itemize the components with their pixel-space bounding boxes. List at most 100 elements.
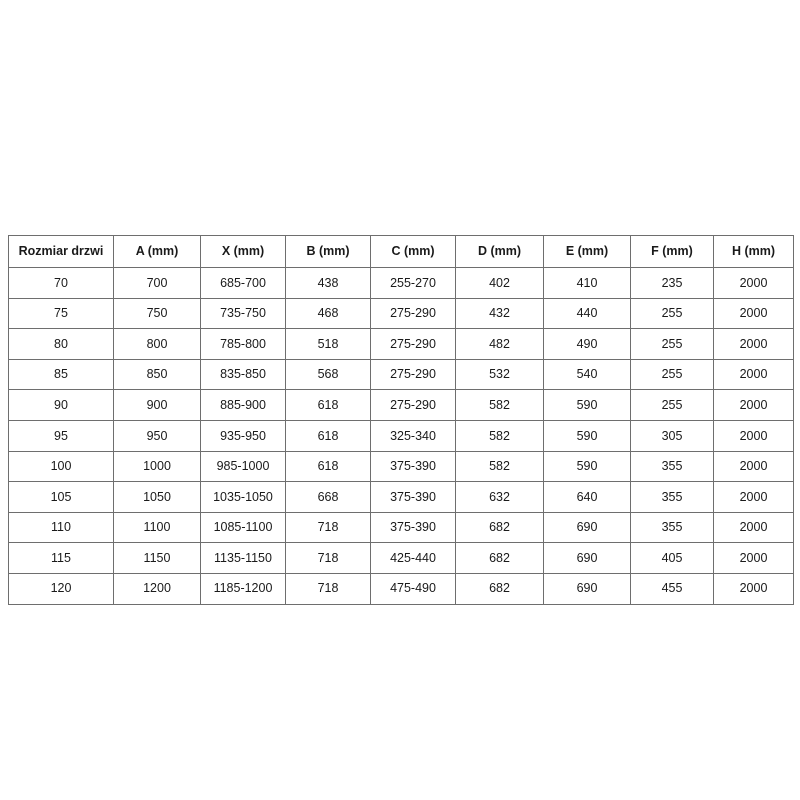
table-cell: 682: [455, 511, 544, 544]
table-cell: 735-750: [200, 297, 286, 330]
table-cell: 2000: [713, 297, 794, 330]
table-cell: 110: [8, 511, 114, 544]
table-row: 80 800 785-800 518 275-290 482 490 255 2000: [8, 328, 794, 360]
table-cell: 402: [455, 267, 544, 299]
door-size-specification-table: Rozmiar drzwi A (mm) X (mm) B (mm) C (mm) D (…: [8, 235, 794, 605]
table-row: 95 950 935-950 618 325-340 582 590 305 2000: [8, 419, 794, 452]
table-cell: 75: [8, 297, 114, 330]
table-cell: 438: [285, 267, 371, 299]
table-cell: 1135-1150: [200, 542, 286, 574]
column-header-0: Rozmiar drzwi: [8, 235, 114, 268]
table-cell: 2000: [713, 267, 794, 299]
table-cell: 482: [455, 328, 544, 360]
table-cell: 80: [8, 328, 114, 360]
table-cell: 590: [543, 389, 631, 421]
table-cell: 518: [285, 328, 371, 360]
table-cell: 985-1000: [200, 450, 286, 483]
column-header-2: X (mm): [200, 235, 286, 268]
table-cell: 2000: [713, 450, 794, 483]
table-cell: 410: [543, 267, 631, 299]
table-cell: 718: [285, 511, 371, 544]
table-cell: 375-390: [370, 511, 456, 544]
table-header: Rozmiar drzwi A (mm) X (mm) B (mm) C (mm) D (…: [8, 235, 794, 268]
table-cell: 405: [630, 542, 714, 574]
column-header-6: E (mm): [543, 235, 631, 268]
table-cell: 1000: [113, 450, 201, 483]
table-cell: 590: [543, 419, 631, 452]
table-cell: 105: [8, 481, 114, 513]
table-cell: 2000: [713, 328, 794, 360]
table-cell: 618: [285, 389, 371, 421]
table-cell: 690: [543, 542, 631, 574]
table-cell: 682: [455, 572, 544, 605]
table-cell: 2000: [713, 511, 794, 544]
table-cell: 305: [630, 419, 714, 452]
table-cell: 70: [8, 267, 114, 299]
table-cell: 568: [285, 358, 371, 391]
column-header-1: A (mm): [113, 235, 201, 268]
table-cell: 750: [113, 297, 201, 330]
table-cell: 275-290: [370, 297, 456, 330]
table-cell: 540: [543, 358, 631, 391]
table-row: 100 1000 985-1000 618 375-390 582 590 355 2000: [8, 450, 794, 483]
table-cell: 2000: [713, 572, 794, 605]
table-cell: 255: [630, 358, 714, 391]
table-cell: 425-440: [370, 542, 456, 574]
table-cell: 950: [113, 419, 201, 452]
table-cell: 640: [543, 481, 631, 513]
table-cell: 2000: [713, 481, 794, 513]
table-cell: 375-390: [370, 481, 456, 513]
table-cell: 440: [543, 297, 631, 330]
table-body: 70 700 685-700 438 255-270 402 410 235 2000 75 750…: [8, 267, 794, 605]
table-cell: 690: [543, 572, 631, 605]
table-cell: 618: [285, 450, 371, 483]
table-cell: 255: [630, 297, 714, 330]
table-cell: 355: [630, 481, 714, 513]
table-cell: 582: [455, 450, 544, 483]
table-cell: 885-900: [200, 389, 286, 421]
table-cell: 1100: [113, 511, 201, 544]
table-cell: 325-340: [370, 419, 456, 452]
table-cell: 718: [285, 572, 371, 605]
table-cell: 850: [113, 358, 201, 391]
table-header-row: Rozmiar drzwi A (mm) X (mm) B (mm) C (mm) D (…: [8, 235, 794, 268]
table-cell: 1185-1200: [200, 572, 286, 605]
table-cell: 1035-1050: [200, 481, 286, 513]
table-cell: 1200: [113, 572, 201, 605]
table-row: 90 900 885-900 618 275-290 582 590 255 2000: [8, 389, 794, 421]
table-cell: 475-490: [370, 572, 456, 605]
table-cell: 235: [630, 267, 714, 299]
table-cell: 582: [455, 419, 544, 452]
column-header-3: B (mm): [285, 235, 371, 268]
table-cell: 700: [113, 267, 201, 299]
column-header-5: D (mm): [455, 235, 544, 268]
table-cell: 618: [285, 419, 371, 452]
table-cell: 668: [285, 481, 371, 513]
table-cell: 532: [455, 358, 544, 391]
table-cell: 682: [455, 542, 544, 574]
table-row: 70 700 685-700 438 255-270 402 410 235 2000: [8, 267, 794, 299]
table-cell: 275-290: [370, 358, 456, 391]
table-cell: 120: [8, 572, 114, 605]
table-cell: 2000: [713, 389, 794, 421]
table-cell: 355: [630, 450, 714, 483]
table-row: 110 1100 1085-1100 718 375-390 682 690 355 2000: [8, 511, 794, 544]
table-cell: 582: [455, 389, 544, 421]
table-cell: 690: [543, 511, 631, 544]
table-cell: 490: [543, 328, 631, 360]
table-cell: 900: [113, 389, 201, 421]
column-header-8: H (mm): [713, 235, 794, 268]
table-cell: 632: [455, 481, 544, 513]
table-cell: 2000: [713, 419, 794, 452]
table-cell: 90: [8, 389, 114, 421]
table-cell: 95: [8, 419, 114, 452]
table-cell: 255-270: [370, 267, 456, 299]
table-cell: 2000: [713, 542, 794, 574]
table-cell: 355: [630, 511, 714, 544]
table-cell: 255: [630, 328, 714, 360]
spec-table-container: Rozmiar drzwi A (mm) X (mm) B (mm) C (mm) D (…: [8, 235, 794, 605]
table-cell: 1150: [113, 542, 201, 574]
column-header-4: C (mm): [370, 235, 456, 268]
table-cell: 718: [285, 542, 371, 574]
